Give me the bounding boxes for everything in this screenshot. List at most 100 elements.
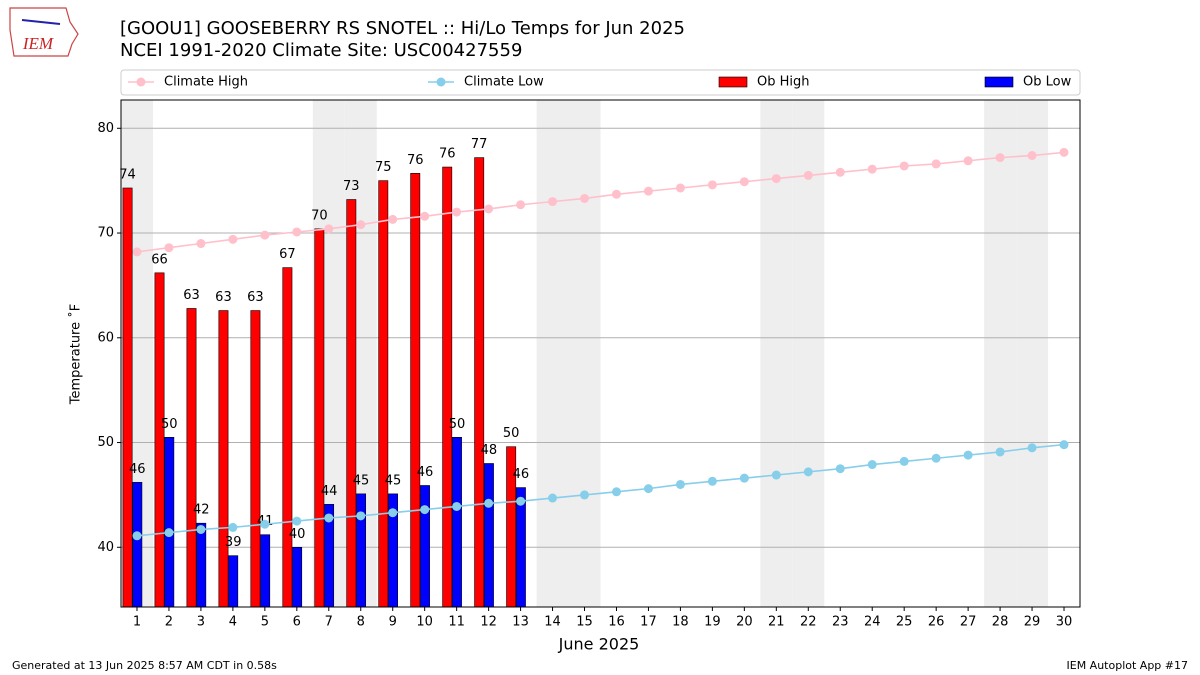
value-label: 45 (385, 473, 402, 488)
y-tick-label: 80 (97, 121, 114, 136)
x-tick-label: 23 (832, 615, 849, 630)
point (324, 224, 334, 234)
bar (452, 437, 462, 608)
point (675, 183, 685, 193)
point (356, 220, 366, 230)
value-label: 46 (513, 467, 530, 482)
x-tick-label: 26 (928, 615, 945, 630)
value-label: 44 (321, 484, 338, 499)
point (228, 234, 238, 244)
legend-label: Ob High (757, 75, 810, 90)
point (643, 484, 653, 494)
point (1059, 440, 1069, 450)
bar (484, 463, 494, 608)
point (452, 501, 462, 511)
point (132, 531, 142, 541)
point (803, 170, 813, 180)
point (611, 487, 621, 497)
point (899, 456, 909, 466)
bar (154, 272, 165, 608)
x-tick-label: 10 (416, 615, 433, 630)
line (136, 443, 1065, 537)
bar (442, 166, 453, 608)
point (739, 177, 749, 187)
point (707, 476, 717, 486)
x-tick-label: 21 (768, 615, 785, 630)
shade (1016, 100, 1049, 607)
value-label: 74 (119, 167, 136, 182)
point (292, 516, 302, 526)
legend-label: Climate Low (464, 75, 544, 90)
x-axis-label: June 2025 (558, 635, 640, 654)
bar (250, 310, 261, 608)
point (643, 186, 653, 196)
bar (132, 482, 143, 608)
x-tick-label: 30 (1056, 615, 1073, 630)
point (867, 460, 877, 470)
y-tick-label: 50 (97, 435, 114, 450)
legend-swatch (718, 76, 748, 88)
point (707, 180, 717, 190)
x-tick-label: 13 (512, 615, 529, 630)
y-tick-label: 40 (97, 540, 114, 555)
legend-box (120, 69, 1081, 96)
value-label: 67 (279, 247, 296, 262)
bar (356, 493, 367, 608)
bar (292, 546, 303, 608)
logo: IEM (9, 7, 79, 57)
x-tick-label: 8 (357, 615, 365, 630)
legend-label: Climate High (164, 75, 248, 90)
point (484, 498, 494, 508)
y-tick-label: 70 (97, 226, 114, 241)
value-label: 63 (247, 290, 264, 305)
logo-text: IEM (22, 34, 54, 53)
point (388, 508, 398, 518)
point (931, 453, 941, 463)
x-tick-label: 18 (672, 615, 689, 630)
point (580, 490, 590, 500)
bar (346, 199, 357, 608)
plot-frame (120, 99, 1081, 608)
x-tick-label: 16 (608, 615, 625, 630)
bar (410, 173, 421, 608)
x-tick-label: 24 (864, 615, 881, 630)
bar (196, 522, 207, 608)
value-label: 40 (289, 527, 306, 542)
point (739, 473, 749, 483)
point (420, 505, 430, 515)
point (452, 207, 462, 217)
x-tick-label: 7 (325, 615, 333, 630)
point (548, 493, 558, 503)
x-tick-label: 15 (576, 615, 593, 630)
value-label: 76 (407, 153, 424, 168)
x-tick-label: 20 (736, 615, 753, 630)
point (771, 470, 781, 480)
x-tick-label: 2 (165, 615, 173, 630)
point (356, 511, 366, 521)
point (196, 524, 206, 534)
chart-subtitle: NCEI 1991-2020 Climate Site: USC00427559 (120, 40, 522, 61)
bar (260, 534, 271, 608)
shade (984, 100, 1017, 607)
value-label: 45 (353, 473, 370, 488)
bar (218, 310, 229, 608)
point (771, 174, 781, 184)
x-tick-label: 12 (480, 615, 497, 630)
value-label: 50 (161, 417, 178, 432)
bar (164, 437, 175, 608)
point (164, 243, 174, 253)
point (228, 522, 238, 532)
x-tick-label: 1 (133, 615, 141, 630)
value-label: 48 (481, 443, 498, 458)
point (835, 464, 845, 474)
x-tick-label: 9 (389, 615, 397, 630)
bar (282, 267, 293, 608)
bar (474, 157, 485, 608)
shade (568, 100, 601, 607)
value-label: 66 (151, 252, 168, 267)
point (516, 200, 526, 210)
bar (186, 308, 197, 608)
point (675, 479, 685, 489)
point (995, 447, 1005, 457)
